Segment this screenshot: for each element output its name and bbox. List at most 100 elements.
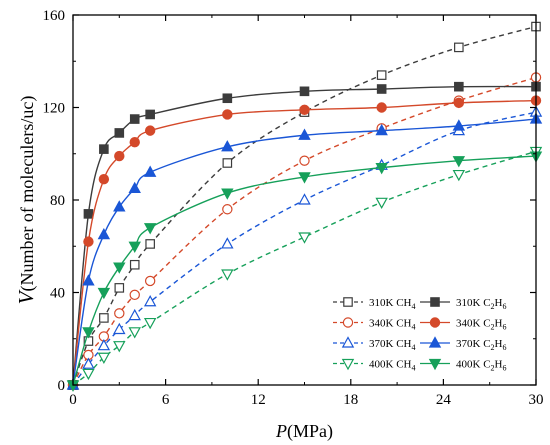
legend-entry: 400K CH4: [333, 359, 415, 373]
x-tick-label: 30: [529, 392, 544, 408]
y-tick-label: 0: [58, 378, 66, 394]
legend-marker: [428, 358, 442, 371]
data-point: [144, 125, 156, 136]
data-point: [129, 136, 140, 148]
legend-entry: 370K C2H6: [420, 336, 506, 352]
data-point: [222, 109, 233, 120]
data-point: [114, 150, 125, 162]
data-point: [145, 239, 155, 249]
x-tick-label: 18: [343, 392, 358, 408]
x-tick-label: 24: [436, 392, 452, 408]
series-340k-c2h6: [67, 95, 542, 391]
data-point: [82, 274, 95, 286]
data-point: [97, 287, 111, 300]
legend-marker: [429, 317, 441, 328]
legend-label: 340K CH4: [369, 318, 415, 332]
data-point: [82, 327, 95, 339]
data-point: [113, 200, 126, 212]
data-point: [83, 209, 94, 219]
data-point: [222, 93, 233, 104]
data-point: [82, 368, 95, 381]
data-point: [98, 173, 110, 185]
data-point: [143, 165, 157, 177]
data-point: [82, 357, 95, 369]
legend: 310K CH4 340K CH4 370K CH4 400K CH4 310K C2H…: [333, 297, 506, 373]
data-point: [114, 128, 125, 138]
data-point: [114, 308, 125, 319]
legend-label: 370K CH4: [369, 338, 415, 352]
data-point: [128, 327, 141, 339]
y-axis-title: V(Number of moleculers/uc): [14, 96, 38, 305]
y-tick-label: 160: [43, 8, 66, 24]
legend-marker: [341, 336, 355, 348]
legend-marker: [430, 297, 440, 307]
data-point: [298, 232, 311, 244]
data-point: [375, 163, 388, 175]
x-axis-title-unit: (MPa): [287, 421, 333, 442]
legend-marker: [343, 297, 353, 307]
data-point: [221, 237, 234, 249]
data-point: [298, 193, 311, 205]
data-point: [221, 188, 234, 200]
data-point: [114, 283, 125, 293]
legend-label: 310K CH4: [369, 297, 415, 311]
data-point: [143, 295, 157, 307]
legend-entry: 310K CH4: [333, 297, 415, 311]
data-point: [129, 114, 140, 124]
data-point: [376, 84, 387, 94]
legend-label: 370K C2H6: [456, 338, 506, 352]
data-point: [452, 119, 466, 131]
data-point: [129, 289, 140, 301]
data-point: [128, 181, 141, 194]
data-point: [375, 123, 388, 136]
data-point: [145, 109, 155, 120]
data-point: [298, 128, 311, 140]
data-point: [452, 169, 466, 182]
data-point: [128, 241, 141, 253]
data-point: [298, 172, 311, 184]
y-tick-label: 80: [50, 193, 65, 209]
series-line: [72, 155, 537, 386]
axes-layer: 0 6 12 18 24 30 0 40 80 120 160: [43, 8, 544, 408]
x-tick-label: 6: [162, 392, 170, 408]
data-point: [452, 156, 466, 168]
legend-label: 310K C2H6: [456, 297, 506, 311]
data-point: [144, 275, 156, 287]
data-point: [299, 86, 310, 97]
data-point: [454, 81, 464, 92]
data-point: [113, 322, 126, 335]
y-axis-title-variable: V: [14, 289, 38, 304]
y-tick-label: 40: [50, 286, 65, 302]
legend-label: 340K C2H6: [456, 318, 506, 332]
legend-entry: 400K C2H6: [420, 359, 506, 373]
data-point: [99, 144, 109, 154]
data-point: [97, 338, 111, 351]
data-point: [376, 102, 387, 113]
data-point: [97, 352, 111, 364]
data-point: [113, 341, 126, 353]
legend-entry: 370K CH4: [333, 336, 415, 352]
y-tick-label: 120: [43, 101, 66, 117]
legend-marker: [342, 317, 354, 328]
legend-entry: 340K C2H6: [420, 317, 506, 332]
data-point: [113, 262, 126, 274]
series-400k-c2h6: [66, 151, 543, 392]
legend-label: 400K CH4: [369, 359, 415, 373]
legend-marker: [428, 336, 442, 348]
y-axis-title-text: (Number of moleculers/uc): [17, 96, 38, 292]
data-point: [143, 223, 157, 235]
data-point: [299, 104, 310, 116]
data-point: [99, 313, 109, 323]
data-point: [375, 197, 388, 210]
data-point: [376, 70, 387, 80]
data-point: [222, 204, 233, 215]
legend-entry: 340K CH4: [333, 317, 415, 332]
data-point: [83, 236, 94, 247]
legend-marker: [341, 358, 355, 371]
data-point: [299, 155, 310, 166]
legend-entry: 310K C2H6: [420, 297, 506, 311]
data-point: [222, 158, 233, 168]
x-axis-title: P(MPa): [275, 421, 333, 442]
data-point: [129, 259, 140, 270]
